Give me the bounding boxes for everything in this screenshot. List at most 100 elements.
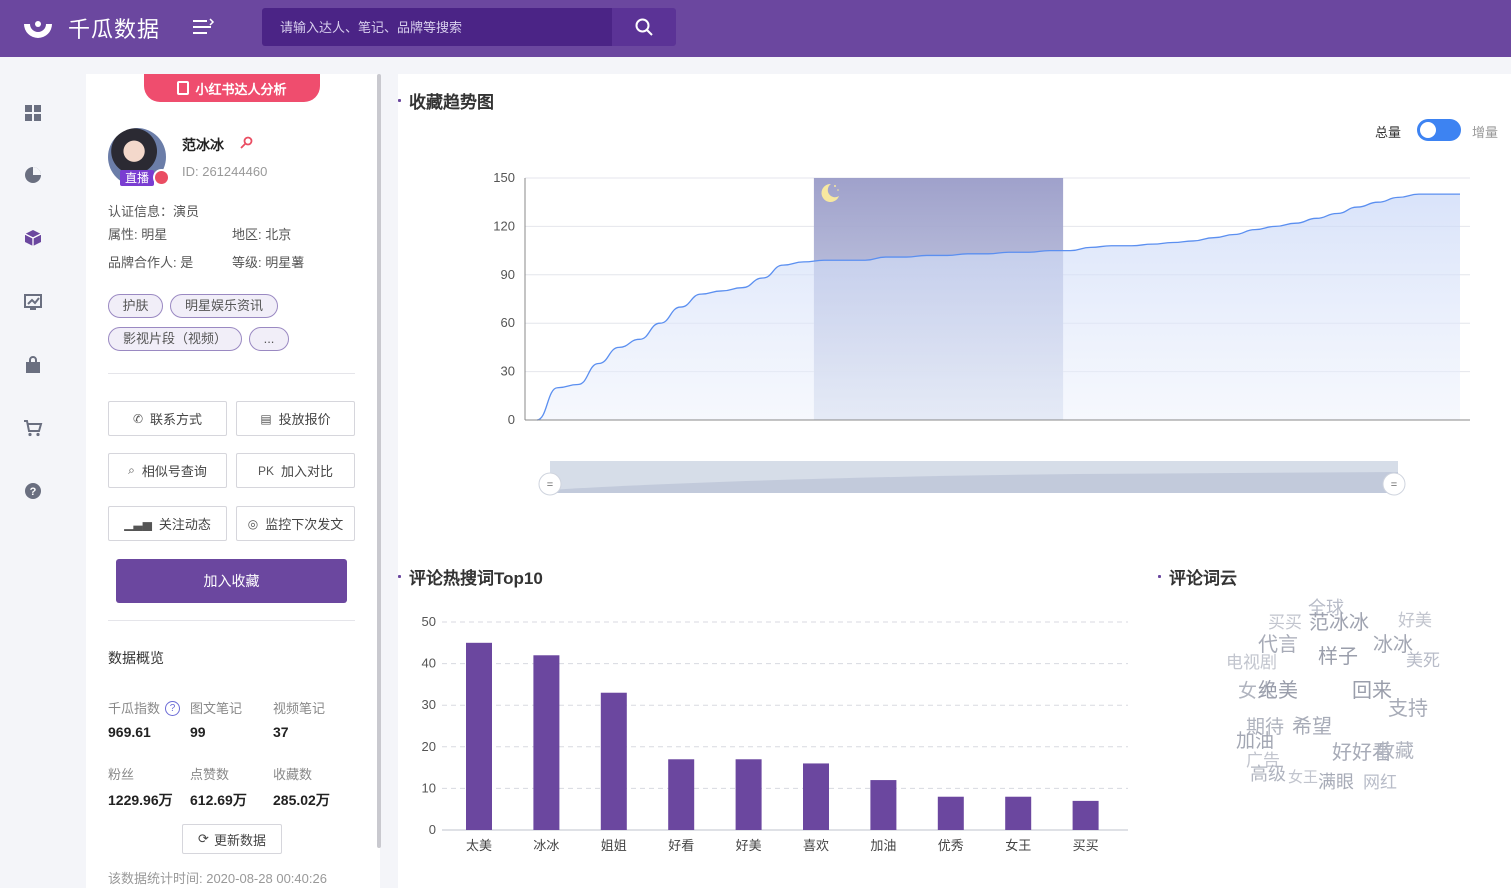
search-icon [635,18,653,36]
svg-text:=: = [547,479,553,491]
cloud-word[interactable]: 电视剧 [1226,653,1277,672]
pin-icon[interactable] [238,135,254,151]
bar[interactable] [600,692,627,830]
cloud-word[interactable]: 好美 [1398,611,1432,630]
pie-chart-icon[interactable] [22,164,44,186]
zoom-slider-preview [550,472,1398,493]
similar-search-button[interactable]: ⌕ 相似号查询 [108,453,227,488]
cloud-word[interactable]: 绝美 [1258,680,1298,702]
logo-icon [24,21,52,38]
svg-text:=: = [1391,479,1397,491]
total-increment-toggle[interactable] [1417,119,1461,141]
top10-bar-chart: 0 10 20 30 40 50 太美 冰冰 姐姐 好看 好美 喜欢 加油 优秀 女王 买买 [422,614,1128,853]
x-tick-label: 女王 [1005,838,1031,853]
cloud-word[interactable]: 全球 [1308,598,1344,618]
cloud-word[interactable]: 代言 [1258,634,1298,656]
bar[interactable] [1072,800,1099,830]
add-favorite-button[interactable]: 加入收藏 [116,559,347,603]
zoom-handle-right[interactable]: = [1382,472,1406,496]
toggle-incr-label[interactable]: 增量 [1472,125,1499,140]
box-icon[interactable] [22,227,44,249]
phone-icon: ✆ [132,411,144,426]
cloud-word[interactable]: 回来 [1352,680,1392,702]
bar[interactable] [735,759,762,830]
x-tick-label: 太美 [466,838,492,853]
cloud-word[interactable]: 满眼 [1318,772,1354,792]
wordcloud-title: 评论词云 [1158,564,1237,589]
bar[interactable] [668,759,695,830]
cloud-word[interactable]: 网红 [1363,773,1397,792]
cloud-word[interactable]: 高级 [1250,764,1286,784]
analysis-badge-label: 小红书达人分析 [195,81,287,97]
cloud-word[interactable]: 女人 [1238,681,1277,702]
help-chat-icon[interactable]: ? [22,480,44,502]
y-tick-label: 0 [508,412,515,427]
cloud-word[interactable]: 范冰冰 [1309,612,1369,634]
cloud-word[interactable]: 收藏 [1376,741,1415,762]
toggle-total-label[interactable]: 总量 [1375,125,1402,140]
quote-button[interactable]: ▤ 投放报价 [236,401,355,436]
tag-skincare[interactable]: 护肤 [108,294,163,318]
divider [108,620,355,621]
help-icon[interactable]: ? [165,701,180,716]
contact-button[interactable]: ✆ 联系方式 [108,401,227,436]
search-button[interactable] [612,8,676,46]
shopping-bag-icon[interactable] [22,354,44,376]
bar[interactable] [466,642,492,830]
follow-updates-button[interactable]: ▁▃▅ 关注动态 [108,506,227,541]
brand-partner-info: 品牌合作人: 是 [108,255,194,270]
compare-button[interactable]: PK 加入对比 [236,453,355,488]
top10-title-text: 评论热搜词Top10 [409,569,543,588]
live-tag: 直播 [120,170,154,186]
y-tick-label: 50 [422,614,436,629]
brand-logo[interactable]: 千瓜数据 [20,10,160,46]
grid-icon[interactable] [22,102,44,124]
cart-icon[interactable] [22,417,44,439]
search-bar [262,8,676,46]
cloud-word[interactable]: 冰冰 [1373,634,1413,656]
cloud-word[interactable]: 支持 [1388,698,1428,720]
x-tick-label: 冰冰 [533,838,559,853]
x-tick-label: 好美 [736,838,762,853]
bar[interactable] [870,780,897,830]
trend-title: 收藏趋势图 [398,88,494,113]
y-tick-label: 90 [501,267,515,282]
cloud-word[interactable]: 买买 [1268,613,1302,632]
profile-scrollbar[interactable] [377,74,381,848]
price-icon: ▤ [260,411,272,426]
monitor-label: 监控下次发文 [265,517,344,532]
compare-label: 加入对比 [281,464,334,479]
cloud-word[interactable]: 好好看 [1332,742,1392,764]
tag-more[interactable]: ... [249,327,289,351]
cloud-word[interactable]: 期待 [1246,717,1285,738]
menu-toggle-icon[interactable] [190,16,216,40]
region-info: 地区: 北京 [232,227,292,242]
monitor-button[interactable]: ◎ 监控下次发文 [236,506,355,541]
trend-chart-icon[interactable] [22,291,44,313]
contact-label: 联系方式 [150,412,203,427]
zoom-handle-left[interactable]: = [538,472,562,496]
cloud-word[interactable]: 加油 [1236,731,1275,752]
cloud-word[interactable]: 广告 [1246,751,1280,770]
search-input[interactable] [262,8,612,46]
top-bar: 千瓜数据 [0,0,1511,57]
tag-film-clips[interactable]: 影视片段（视频） [108,327,242,351]
bar[interactable] [937,796,964,830]
tag-celebrity-news[interactable]: 明星娱乐资讯 [170,294,278,318]
analysis-badge: 小红书达人分析 [144,74,320,102]
cloud-word[interactable]: 希望 [1292,716,1332,738]
bar[interactable] [803,763,829,830]
x-tick-label: 优秀 [938,838,964,853]
bar[interactable] [1005,796,1032,830]
refresh-button[interactable]: ⟳ 更新数据 [182,824,282,854]
wordcloud-title-text: 评论词云 [1169,569,1237,588]
stat-label: 收藏数 [273,767,313,782]
cloud-word[interactable]: 样子 [1318,646,1358,668]
cloud-word[interactable]: 美死 [1406,651,1440,670]
night-mode-icon[interactable] [817,180,843,206]
x-tick-label: 好看 [668,838,694,853]
cloud-word[interactable]: 女王 [1288,769,1319,786]
icon-sidebar: ? [0,57,68,888]
bar[interactable] [533,655,560,830]
trend-chart: 0 30 60 90 120 150 = = [493,170,1470,496]
